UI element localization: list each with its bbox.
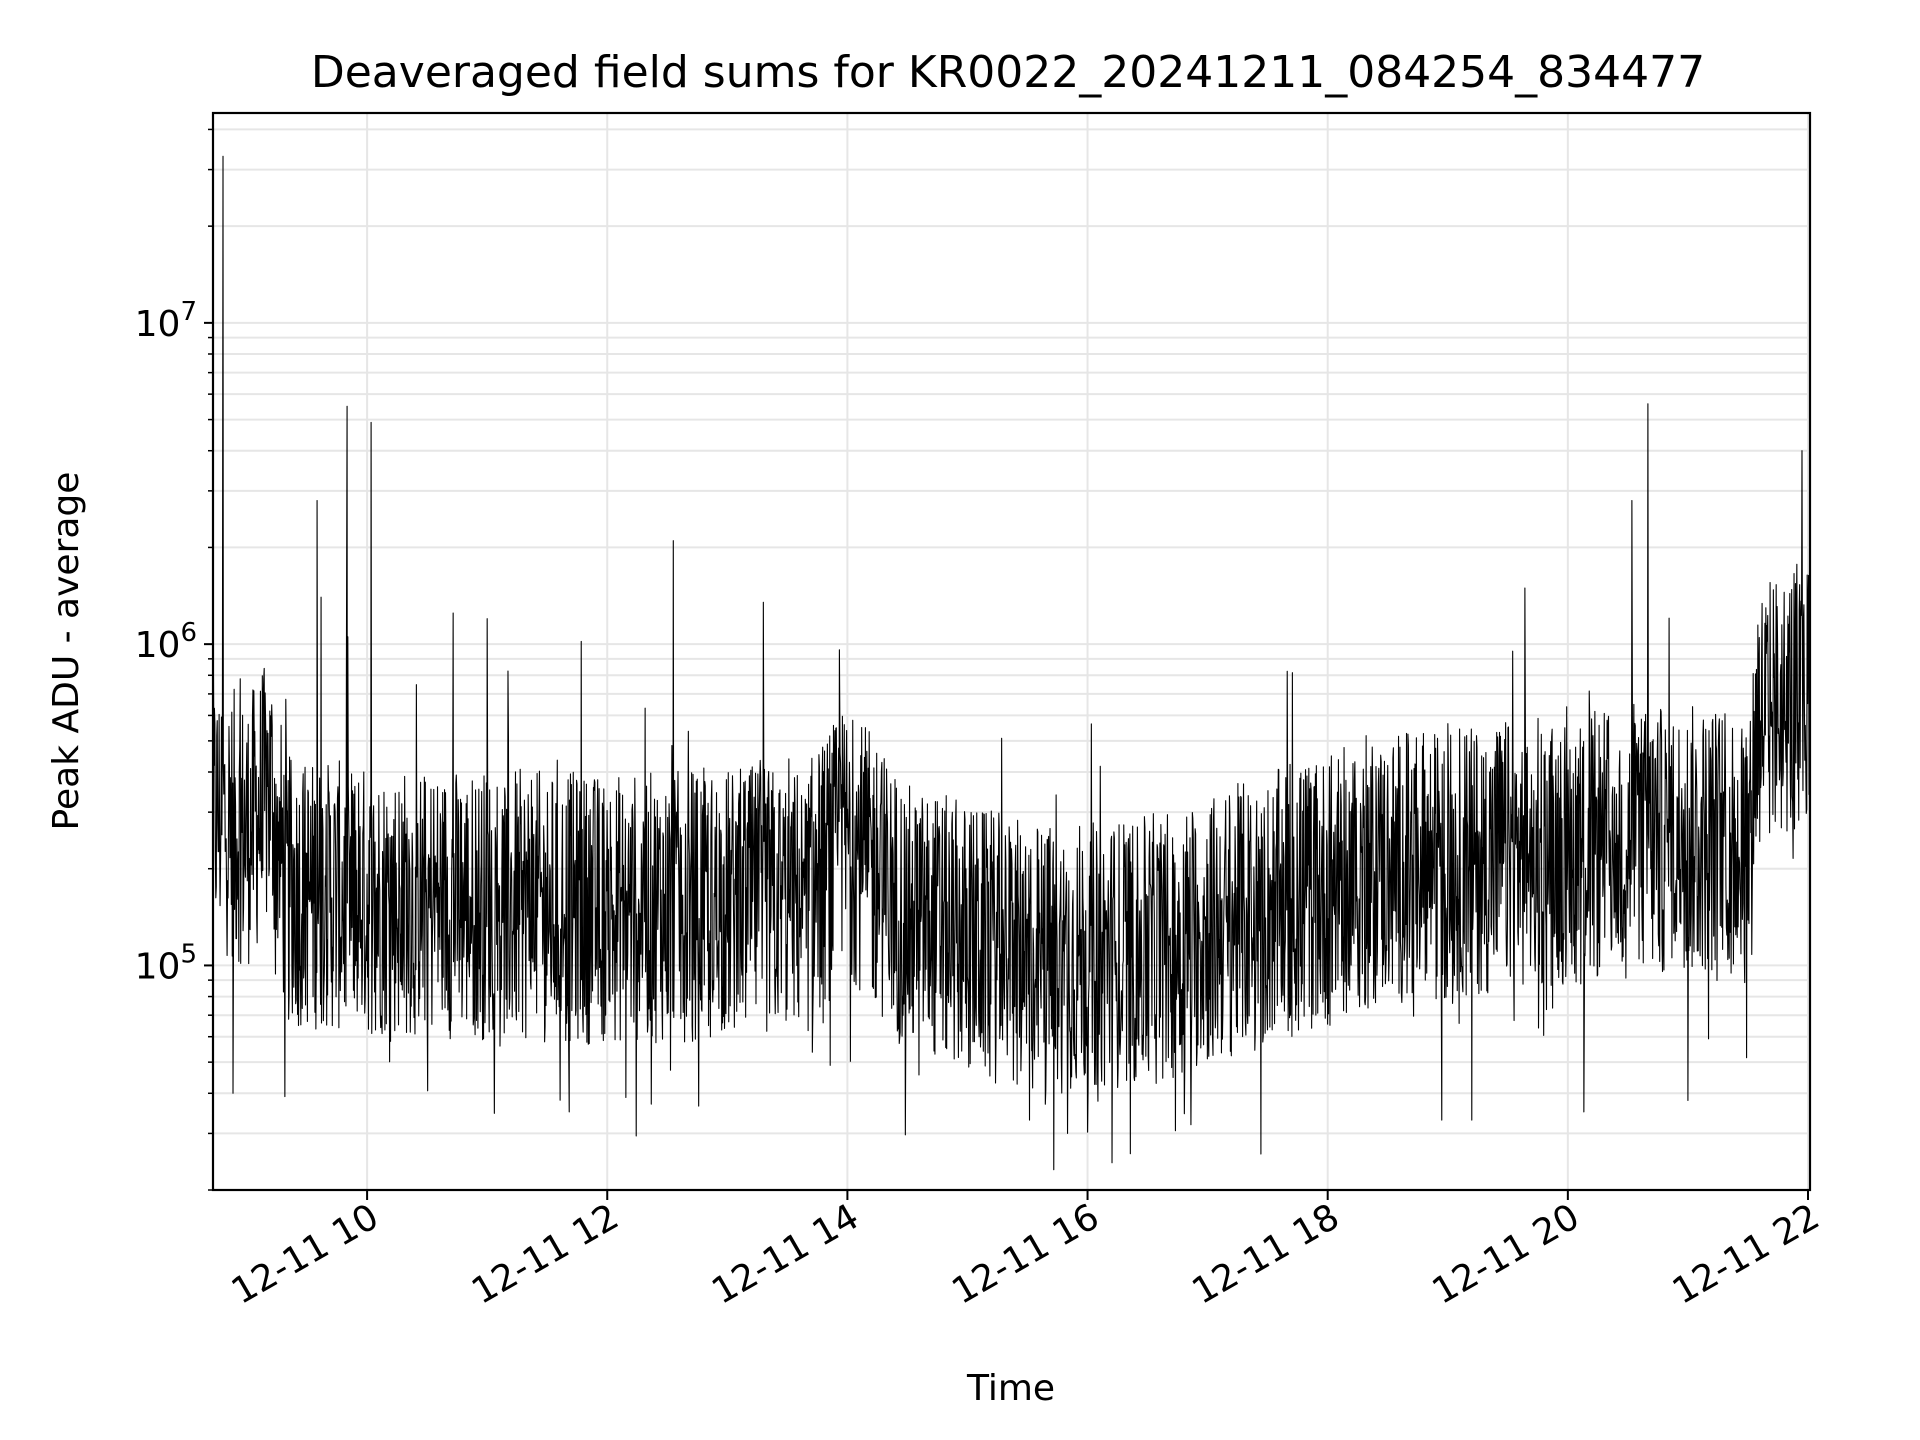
data-layer: [212, 155, 1811, 1171]
x-axis-label: Time: [966, 1368, 1055, 1409]
chart-title: Deaveraged field sums for KR0022_2024121…: [311, 47, 1705, 98]
y-tick-label: 106: [135, 618, 197, 666]
signal-line: [212, 155, 1811, 1171]
plot-frame: [211, 111, 1812, 1192]
y-axis-label: Peak ADU - average: [46, 472, 87, 831]
y-tick-label: 105: [135, 939, 197, 987]
y-tick-label: 107: [135, 297, 197, 345]
